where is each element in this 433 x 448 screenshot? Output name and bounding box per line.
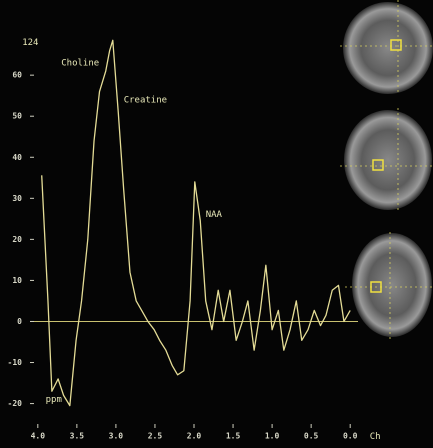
x-tick-label: 1.5 <box>226 432 241 441</box>
annotation: Ch <box>370 432 381 442</box>
annotation: Choline <box>61 58 99 68</box>
annotation: Creatine <box>124 95 167 105</box>
screenshot: -20 -10 0 10 20 30 40 50 60 4.0 3.5 3.0 2.5 2.0 1.5 1.0… <box>0 0 433 448</box>
mri-coronal <box>344 110 432 210</box>
x-tick-label: 0.0 <box>343 432 358 441</box>
mri-axial <box>352 233 432 337</box>
y-tick-label: 0 <box>17 317 22 326</box>
annotation: 124 <box>22 38 38 48</box>
y-tick-label: 30 <box>12 194 22 203</box>
x-tick-label: 3.0 <box>109 432 124 441</box>
y-tick-label: -20 <box>8 399 23 408</box>
y-tick-label: -10 <box>8 358 23 367</box>
y-tick-label: 10 <box>12 276 22 285</box>
mri-thumbnails <box>340 0 433 340</box>
mri-sagittal <box>343 2 433 94</box>
x-tick-label: 2.0 <box>187 432 202 441</box>
x-tick-label: 0.5 <box>304 432 319 441</box>
annotation: NAA <box>206 210 223 220</box>
annotation: ppm <box>46 395 62 405</box>
y-tick-label: 60 <box>12 71 22 80</box>
x-tick-label: 4.0 <box>31 432 46 441</box>
x-tick-label: 2.5 <box>148 432 163 441</box>
x-tick-label: 3.5 <box>70 432 85 441</box>
y-tick-label: 20 <box>12 235 22 244</box>
y-tick-label: 50 <box>12 112 22 121</box>
x-tick-label: 1.0 <box>265 432 280 441</box>
y-tick-label: 40 <box>12 153 22 162</box>
